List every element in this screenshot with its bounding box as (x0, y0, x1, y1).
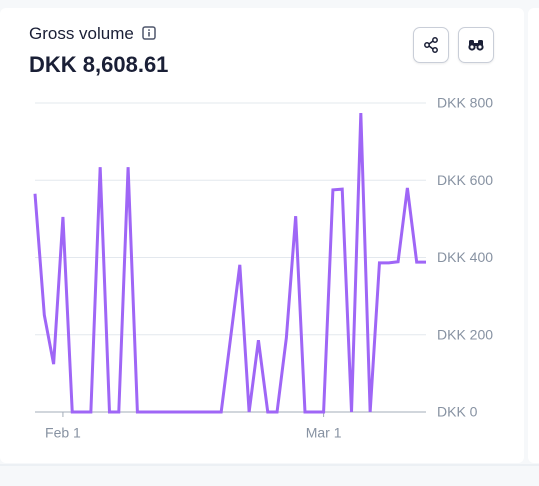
title-text: Gross volume (29, 24, 134, 43)
line-series (33, 112, 426, 414)
share-icon (424, 37, 438, 53)
y-tick-label: DKK 400 (437, 249, 493, 265)
card-title: Gross volume (29, 24, 156, 44)
amount: DKK 8,608.61 (29, 52, 169, 77)
share-button[interactable] (413, 27, 449, 63)
x-tick-label: Mar 1 (306, 425, 342, 441)
y-tick-label: DKK 800 (437, 95, 493, 111)
binoculars-icon (468, 40, 484, 51)
chart-card (0, 8, 524, 463)
x-tick-label: Feb 1 (45, 425, 81, 441)
y-tick-label: DKK 200 (437, 326, 493, 342)
y-tick-label: DKK 0 (437, 404, 478, 420)
info-icon[interactable] (141, 26, 156, 40)
next-card (528, 8, 539, 463)
y-tick-label: DKK 600 (437, 172, 493, 188)
explore-button[interactable] (458, 27, 494, 63)
